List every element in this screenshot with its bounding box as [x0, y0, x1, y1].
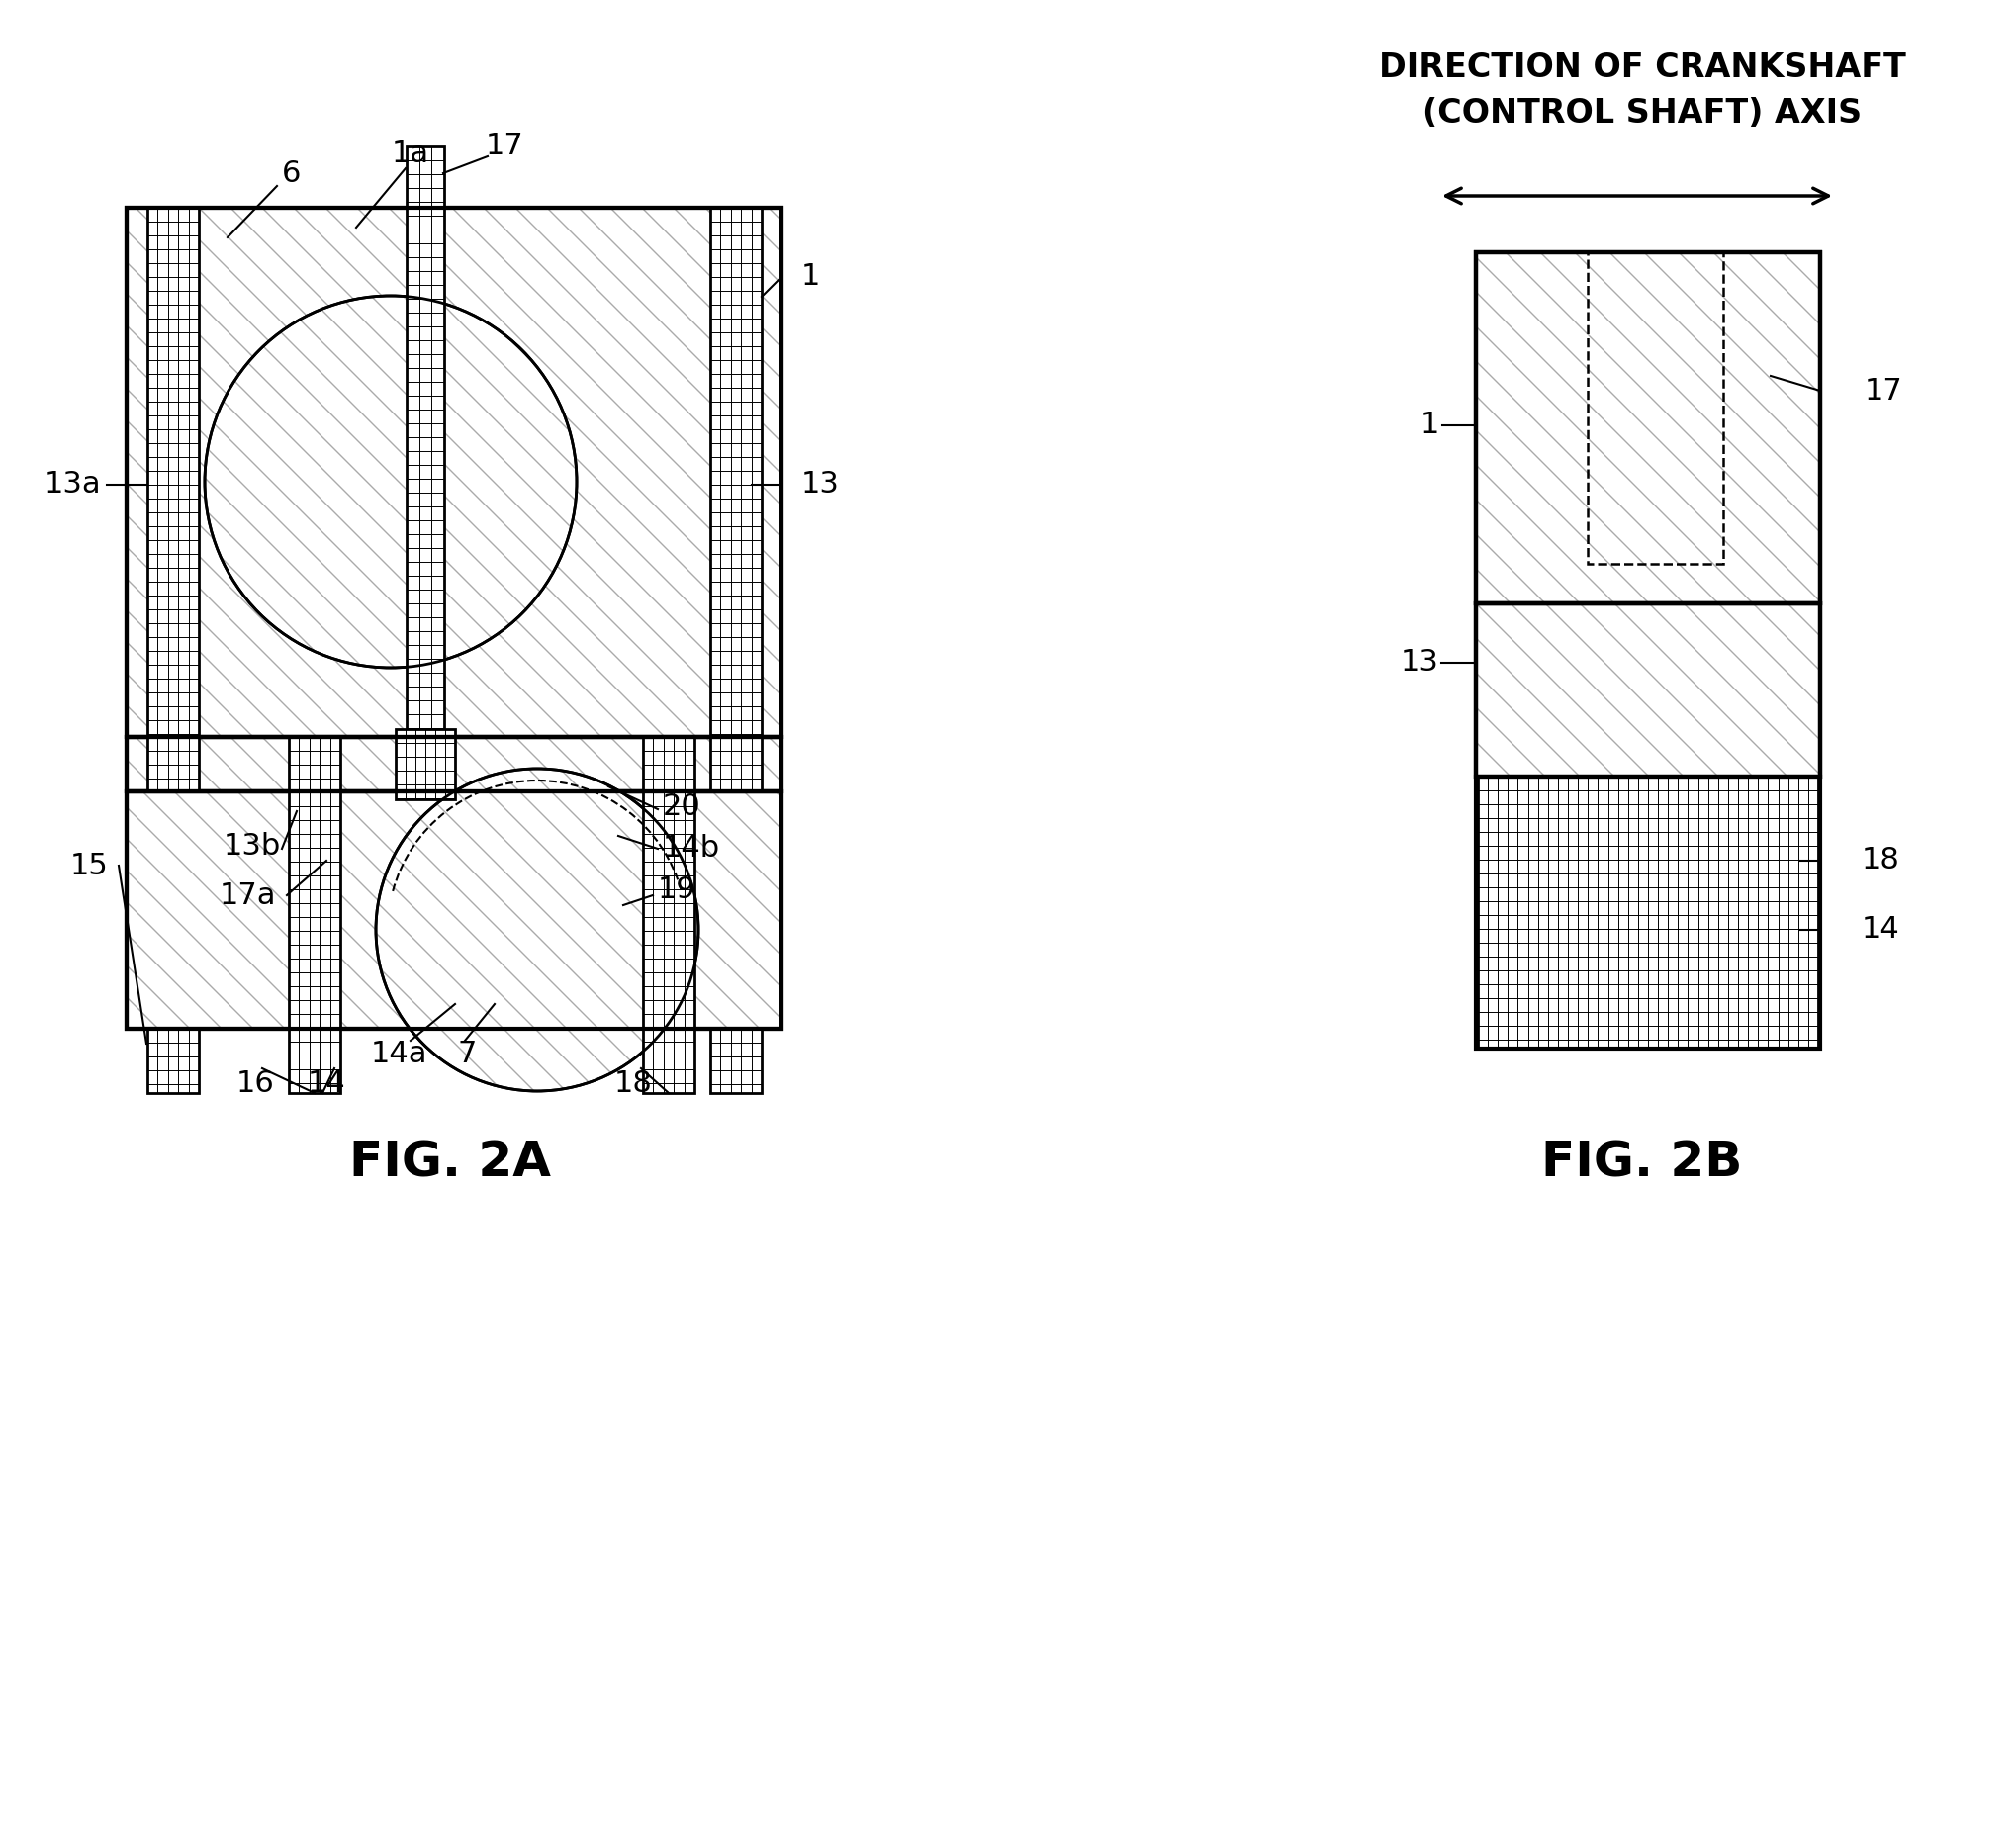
Text: 14: 14: [306, 1069, 345, 1097]
Text: DIRECTION OF CRANKSHAFT: DIRECTION OF CRANKSHAFT: [1379, 51, 1905, 85]
Bar: [127, 792, 782, 1029]
Text: 13: 13: [1401, 648, 1439, 678]
Text: 14b: 14b: [663, 834, 720, 863]
Text: 1: 1: [1419, 411, 1439, 439]
Text: 1a: 1a: [391, 140, 429, 167]
Bar: [127, 792, 782, 1029]
Text: 1: 1: [800, 263, 821, 292]
Text: 17: 17: [486, 132, 524, 162]
Text: 17a: 17a: [220, 882, 276, 909]
Bar: [643, 737, 694, 1093]
Text: 19: 19: [657, 876, 696, 904]
Bar: [127, 792, 782, 1029]
Circle shape: [375, 768, 698, 1091]
Bar: [127, 737, 782, 792]
Bar: [710, 1029, 762, 1093]
Circle shape: [206, 296, 577, 667]
Bar: [710, 208, 762, 737]
Bar: [1589, 252, 1724, 564]
Text: 18: 18: [613, 1069, 653, 1097]
Bar: [288, 737, 341, 1093]
Bar: [1478, 777, 1818, 1049]
Bar: [395, 729, 456, 799]
Bar: [1476, 252, 1820, 603]
Text: FIG. 2B: FIG. 2B: [1542, 1139, 1742, 1187]
Text: 13b: 13b: [224, 832, 280, 860]
Text: 13: 13: [800, 470, 841, 500]
Bar: [147, 737, 200, 792]
Bar: [710, 737, 762, 792]
Bar: [1476, 603, 1820, 777]
Text: 7: 7: [458, 1040, 476, 1067]
Text: 20: 20: [663, 792, 702, 821]
Text: 18: 18: [1861, 847, 1901, 874]
Text: FIG. 2A: FIG. 2A: [349, 1139, 550, 1187]
Bar: [127, 737, 782, 792]
Bar: [127, 208, 782, 737]
Text: 14a: 14a: [371, 1040, 427, 1067]
Text: 16: 16: [236, 1069, 274, 1097]
Text: 17: 17: [1865, 377, 1903, 406]
Bar: [1476, 252, 1820, 603]
Bar: [147, 1029, 200, 1093]
Bar: [127, 737, 782, 792]
Bar: [127, 208, 782, 737]
Text: 14: 14: [1861, 915, 1899, 944]
Bar: [1476, 252, 1820, 603]
Text: 6: 6: [282, 158, 302, 187]
Bar: [1476, 603, 1820, 777]
Text: (CONTROL SHAFT) AXIS: (CONTROL SHAFT) AXIS: [1423, 97, 1861, 130]
Bar: [127, 208, 782, 737]
Bar: [407, 147, 444, 737]
Bar: [1476, 603, 1820, 777]
Text: 15: 15: [71, 851, 109, 880]
Text: 13a: 13a: [44, 470, 101, 500]
Bar: [147, 208, 200, 737]
Bar: [1476, 252, 1820, 1049]
